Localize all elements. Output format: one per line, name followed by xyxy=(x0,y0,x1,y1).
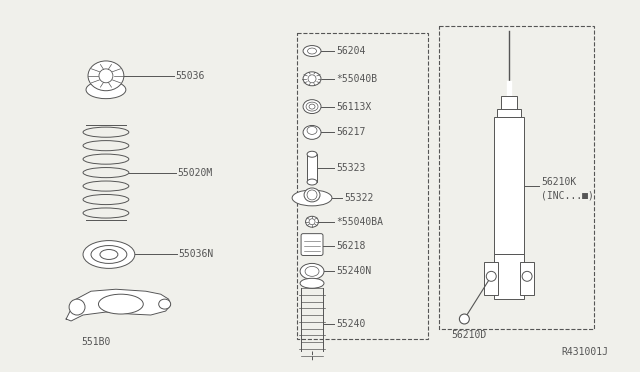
Text: (INC...■): (INC...■) xyxy=(541,190,594,201)
Circle shape xyxy=(522,271,532,281)
Ellipse shape xyxy=(83,241,135,268)
Ellipse shape xyxy=(307,126,317,134)
Text: 56218: 56218 xyxy=(336,241,365,251)
Ellipse shape xyxy=(306,102,318,111)
Ellipse shape xyxy=(88,61,124,91)
Ellipse shape xyxy=(307,179,317,185)
Bar xyxy=(520,262,534,295)
Text: 55240: 55240 xyxy=(336,319,365,329)
Ellipse shape xyxy=(100,250,118,259)
Ellipse shape xyxy=(159,299,171,309)
Circle shape xyxy=(69,299,85,315)
Ellipse shape xyxy=(300,263,324,279)
Bar xyxy=(484,262,498,295)
Bar xyxy=(297,33,428,339)
Text: 56204: 56204 xyxy=(336,46,365,56)
Circle shape xyxy=(99,69,113,83)
Ellipse shape xyxy=(307,151,317,157)
Text: 56217: 56217 xyxy=(336,127,365,137)
Bar xyxy=(497,109,521,116)
Text: 55322: 55322 xyxy=(344,193,373,203)
Ellipse shape xyxy=(91,246,127,263)
Text: *55040BA: *55040BA xyxy=(336,217,383,227)
Text: 56113X: 56113X xyxy=(336,102,371,112)
Ellipse shape xyxy=(303,45,321,57)
Circle shape xyxy=(307,190,317,200)
Ellipse shape xyxy=(86,81,126,99)
Ellipse shape xyxy=(305,216,319,227)
Text: 55323: 55323 xyxy=(336,163,365,173)
Ellipse shape xyxy=(309,104,315,109)
Ellipse shape xyxy=(303,100,321,113)
Polygon shape xyxy=(66,289,171,321)
Ellipse shape xyxy=(300,278,324,288)
Bar xyxy=(307,154,317,182)
Ellipse shape xyxy=(304,188,320,202)
Ellipse shape xyxy=(292,190,332,206)
Text: 55020M: 55020M xyxy=(178,168,213,177)
Text: 56210D: 56210D xyxy=(452,330,487,340)
Bar xyxy=(494,116,524,254)
Circle shape xyxy=(309,219,315,225)
Circle shape xyxy=(460,314,469,324)
Text: 55240N: 55240N xyxy=(336,266,371,276)
Text: 55036N: 55036N xyxy=(179,250,214,260)
Circle shape xyxy=(486,271,496,281)
Ellipse shape xyxy=(305,266,319,276)
Ellipse shape xyxy=(308,48,317,54)
Text: *55040B: *55040B xyxy=(336,74,377,84)
Circle shape xyxy=(308,75,316,83)
Ellipse shape xyxy=(99,294,143,314)
Bar xyxy=(494,254,524,299)
Text: R431001J: R431001J xyxy=(562,347,609,357)
Text: 55036: 55036 xyxy=(175,71,205,81)
Text: 56210K: 56210K xyxy=(541,177,576,186)
Ellipse shape xyxy=(303,125,321,140)
Bar xyxy=(440,26,594,329)
FancyBboxPatch shape xyxy=(301,234,323,256)
Text: 551B0: 551B0 xyxy=(81,337,111,347)
Bar xyxy=(501,96,517,110)
Ellipse shape xyxy=(303,72,321,86)
